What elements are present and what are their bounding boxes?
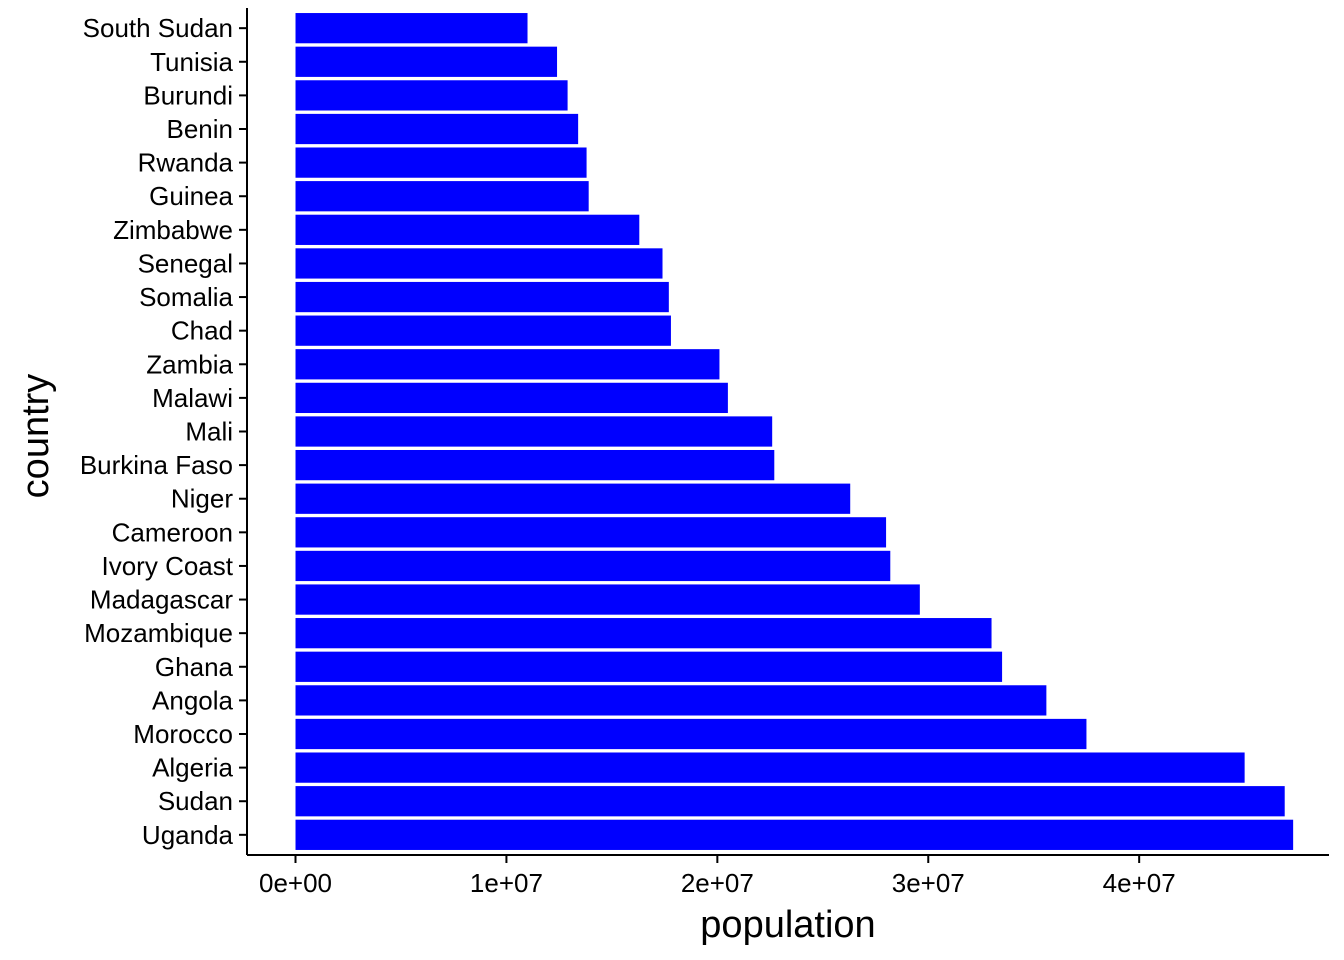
y-tick-label: Burkina Faso [80,450,233,480]
x-tick-label: 2e+07 [681,868,754,898]
y-tick-label: Algeria [152,753,233,783]
x-tick-label: 1e+07 [470,868,543,898]
y-tick-label: Burundi [143,80,233,110]
y-tick-label: Senegal [138,248,233,278]
y-tick-label: Mozambique [84,618,233,648]
bar-uganda [295,819,1294,850]
x-tick-label: 4e+07 [1103,868,1176,898]
bar-somalia [295,281,669,313]
y-tick-label: Mali [185,417,233,447]
y-axis-title: country [15,374,57,499]
bar-ivory-coast [295,550,891,582]
bar-burkina-faso [295,449,775,481]
bars-group [295,13,1294,850]
bar-mozambique [295,618,992,649]
x-axis-ticks: 0e+00 1e+07 2e+07 3e+07 4e+07 [259,855,1176,898]
bar-ghana [295,651,1003,682]
bar-tunisia [295,46,558,77]
bar-cameroon [295,517,887,548]
y-tick-label: Guinea [149,181,233,211]
y-tick-label: Tunisia [150,47,233,77]
bar-senegal [295,248,663,279]
bar-niger [295,483,851,514]
y-tick-label: Sudan [158,786,233,816]
y-tick-label: Somalia [139,282,233,312]
y-tick-label: Malawi [152,383,233,413]
y-tick-label: South Sudan [83,13,233,43]
bar-burundi [295,80,568,111]
y-tick-label: Ghana [155,652,234,682]
x-axis-title: population [700,904,875,946]
x-tick-label: 0e+00 [259,868,332,898]
y-tick-label: Niger [171,484,233,514]
bar-sudan [295,786,1285,817]
y-tick-label: Zambia [146,349,233,379]
bar-zimbabwe [295,214,640,245]
bar-malawi [295,382,728,414]
bar-angola [295,685,1047,716]
y-tick-label: Angola [152,685,233,715]
bar-guinea [295,181,589,212]
y-tick-label: Chad [171,316,233,346]
y-tick-label: Madagascar [90,585,233,615]
bar-mali [295,416,773,447]
bar-south-sudan [295,13,528,44]
bar-zambia [295,349,720,380]
x-tick-label: 3e+07 [892,868,965,898]
bar-chad [295,315,671,346]
y-tick-label: Cameroon [112,517,233,547]
bar-madagascar [295,584,920,615]
y-tick-label: Uganda [142,820,234,850]
y-tick-label: Morocco [133,719,233,749]
y-tick-label: Benin [167,114,234,144]
y-tick-label: Rwanda [138,148,234,178]
bar-rwanda [295,147,587,178]
bar-benin [295,113,579,145]
y-tick-label: Zimbabwe [113,215,233,245]
bar-algeria [295,752,1245,783]
y-tick-label: Ivory Coast [102,551,234,581]
bar-morocco [295,718,1087,750]
